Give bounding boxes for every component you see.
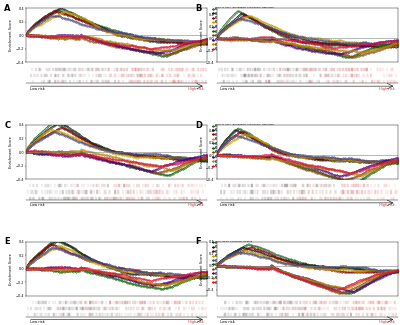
Y-axis label: Enrichment Score: Enrichment Score — [200, 20, 204, 51]
Text: High risk: High risk — [379, 87, 394, 91]
Text: High risk: High risk — [379, 320, 394, 324]
Text: Low risk: Low risk — [30, 87, 44, 91]
Legend: KEGG_B_CELL_RECEPTOR_SIGNALING_PATHWAY, KEGG_BASE_EXCISION_REPAIR, KEGG_CELL_ADH: KEGG_B_CELL_RECEPTOR_SIGNALING_PATHWAY, … — [212, 124, 285, 167]
Text: E: E — [4, 237, 10, 246]
Legend: KEGG_B_CELL_RECEPTOR_SIGNALING_PATHWAY, KEGG_BASE_EXCISION_REPAIR, KEGG_CELL_ADH: KEGG_B_CELL_RECEPTOR_SIGNALING_PATHWAY, … — [212, 6, 285, 51]
Text: High risk: High risk — [379, 203, 394, 207]
Y-axis label: Enrichment Score: Enrichment Score — [9, 136, 13, 168]
Text: Low risk: Low risk — [220, 203, 235, 207]
Text: Low risk: Low risk — [220, 320, 235, 324]
Legend: KEGG_BASE_EXCISION_REPAIR, KEGG_CALCIUM_SIGNALING_PATHWAY, KEGG_CELL_ADHESION_MO: KEGG_BASE_EXCISION_REPAIR, KEGG_CALCIUM_… — [212, 240, 285, 284]
Text: Low risk: Low risk — [30, 203, 44, 207]
Y-axis label: Enrichment Score: Enrichment Score — [9, 20, 13, 51]
Y-axis label: Enrichment Score: Enrichment Score — [200, 253, 204, 285]
Text: High risk: High risk — [188, 320, 204, 324]
Text: B: B — [195, 4, 201, 13]
Text: A: A — [4, 4, 11, 13]
Text: D: D — [195, 121, 202, 129]
Text: F: F — [195, 237, 200, 246]
Text: High risk: High risk — [188, 87, 204, 91]
Y-axis label: Enrichment Score: Enrichment Score — [9, 253, 13, 285]
Y-axis label: Enrichment Score: Enrichment Score — [200, 136, 204, 168]
Text: C: C — [4, 121, 10, 129]
Text: Low risk: Low risk — [220, 87, 235, 91]
Text: High risk: High risk — [188, 203, 204, 207]
Text: Low risk: Low risk — [30, 320, 44, 324]
